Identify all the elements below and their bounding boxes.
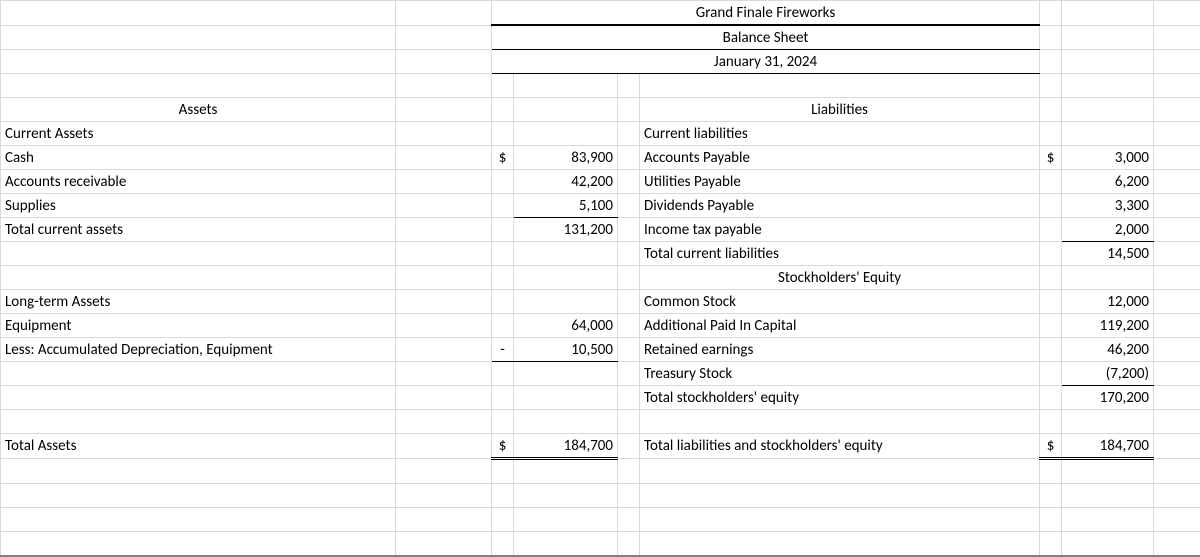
equipment-value: 64,000 bbox=[514, 314, 618, 338]
accdep-neg: - bbox=[492, 338, 514, 362]
tse-value: 170,200 bbox=[1062, 386, 1154, 410]
cash-currency: $ bbox=[492, 146, 514, 170]
ta-label: Total Assets bbox=[1, 434, 396, 459]
apic-value: 119,200 bbox=[1062, 314, 1154, 338]
assets-heading: Assets bbox=[1, 98, 396, 122]
dp-value: 3,300 bbox=[1062, 194, 1154, 218]
current-assets-heading: Current Assets bbox=[1, 122, 396, 146]
cash-value: 83,900 bbox=[514, 146, 618, 170]
cs-label: Common Stock bbox=[640, 290, 1040, 314]
tlse-currency: $ bbox=[1040, 434, 1062, 459]
tse-label: Total stockholders' equity bbox=[640, 386, 1040, 410]
current-liabilities-heading: Current liabilities bbox=[640, 122, 1040, 146]
up-label: Utilities Payable bbox=[640, 170, 1040, 194]
ap-value: 3,000 bbox=[1062, 146, 1154, 170]
apic-label: Additional Paid In Capital bbox=[640, 314, 1040, 338]
dp-label: Dividends Payable bbox=[640, 194, 1040, 218]
supplies-value: 5,100 bbox=[514, 194, 618, 218]
ta-currency: $ bbox=[492, 434, 514, 459]
tlse-label: Total liabilities and stockholders' equi… bbox=[640, 434, 1040, 459]
re-value: 46,200 bbox=[1062, 338, 1154, 362]
itp-value: 2,000 bbox=[1062, 218, 1154, 242]
re-label: Retained earnings bbox=[640, 338, 1040, 362]
liabilities-heading: Liabilities bbox=[640, 98, 1040, 122]
tcl-value: 14,500 bbox=[1062, 242, 1154, 266]
up-value: 6,200 bbox=[1062, 170, 1154, 194]
lt-assets-heading: Long-term Assets bbox=[1, 290, 396, 314]
cs-value: 12,000 bbox=[1062, 290, 1154, 314]
ts-label: Treasury Stock bbox=[640, 362, 1040, 386]
supplies-label: Supplies bbox=[1, 194, 396, 218]
accdep-label: Less: Accumulated Depreciation, Equipmen… bbox=[1, 338, 396, 362]
equipment-label: Equipment bbox=[1, 314, 396, 338]
ta-value: 184,700 bbox=[514, 434, 618, 459]
ar-label: Accounts receivable bbox=[1, 170, 396, 194]
cash-label: Cash bbox=[1, 146, 396, 170]
se-heading: Stockholders' Equity bbox=[640, 266, 1040, 290]
ts-value: (7,200) bbox=[1062, 362, 1154, 386]
tcl-label: Total current liabilities bbox=[640, 242, 1040, 266]
accdep-value: 10,500 bbox=[514, 338, 618, 362]
statement-date: January 31, 2024 bbox=[492, 50, 1040, 74]
ar-value: 42,200 bbox=[514, 170, 618, 194]
ap-currency: $ bbox=[1040, 146, 1062, 170]
ap-label: Accounts Payable bbox=[640, 146, 1040, 170]
tca-value: 131,200 bbox=[514, 218, 618, 242]
statement-title: Balance Sheet bbox=[492, 25, 1040, 50]
balance-sheet-table: Grand Finale Fireworks Balance Sheet Jan… bbox=[0, 0, 1200, 557]
tlse-value: 184,700 bbox=[1062, 434, 1154, 459]
itp-label: Income tax payable bbox=[640, 218, 1040, 242]
company-name: Grand Finale Fireworks bbox=[492, 1, 1040, 26]
tca-label: Total current assets bbox=[1, 218, 396, 242]
